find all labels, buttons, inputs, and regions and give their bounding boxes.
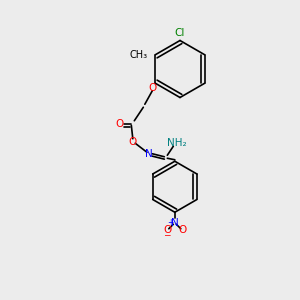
Text: Cl: Cl — [175, 28, 185, 38]
Text: O: O — [115, 119, 123, 129]
Text: NH₂: NH₂ — [167, 138, 186, 148]
Text: O: O — [178, 225, 186, 235]
Text: N: N — [171, 218, 179, 228]
Text: O: O — [163, 225, 171, 235]
Text: N: N — [146, 149, 153, 159]
Text: O: O — [129, 137, 137, 147]
Text: +: + — [167, 218, 173, 227]
Text: O: O — [148, 83, 156, 93]
Text: −: − — [163, 230, 170, 239]
Text: CH₃: CH₃ — [130, 50, 148, 60]
